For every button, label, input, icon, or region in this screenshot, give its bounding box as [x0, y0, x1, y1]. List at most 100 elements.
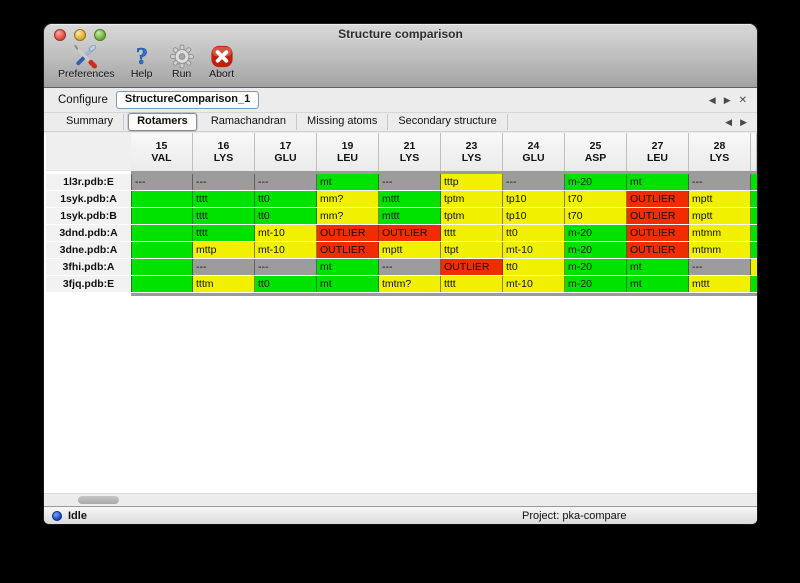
rotamer-cell[interactable]: tttp [441, 174, 503, 190]
rotamer-cell[interactable]: m-20 [565, 174, 627, 190]
row-label[interactable]: 1syk.pdb:A [46, 191, 131, 207]
rotamer-cell[interactable]: mttp [193, 242, 255, 258]
rotamer-cell[interactable]: tt0 [255, 276, 317, 292]
rotamer-cell[interactable] [131, 259, 193, 275]
rotamer-cell[interactable] [131, 208, 193, 224]
rotamer-cell[interactable]: --- [193, 174, 255, 190]
rotamer-cell[interactable]: m-20 [565, 276, 627, 292]
rotamer-cell[interactable]: m-20 [565, 225, 627, 241]
rotamer-cell[interactable]: mptt [379, 242, 441, 258]
tab-summary[interactable]: Summary [56, 114, 125, 130]
rotamer-cell[interactable] [131, 191, 193, 207]
row-label[interactable]: 1l3r.pdb:E [46, 174, 131, 190]
row-label[interactable]: 3fjq.pdb:E [46, 276, 131, 292]
tabs-next-icon[interactable]: ▶ [740, 117, 747, 127]
abort-button[interactable]: Abort [209, 44, 235, 79]
rotamer-cell[interactable]: mt-10 [255, 225, 317, 241]
row-label[interactable]: 3fhi.pdb:A [46, 259, 131, 275]
rotamer-cell[interactable]: mm? [317, 208, 379, 224]
rotamer-cell[interactable]: mtmm [689, 225, 751, 241]
tab-missing-atoms[interactable]: Missing atoms [297, 114, 389, 130]
rotamer-cell[interactable]: mptt [689, 191, 751, 207]
horizontal-scrollbar[interactable] [44, 493, 757, 507]
rotamer-cell[interactable]: OUTLIER [317, 242, 379, 258]
title-bar[interactable]: Structure comparison [44, 24, 757, 45]
rotamer-cell[interactable]: tttm [193, 276, 255, 292]
rotamer-cell[interactable]: tp10 [503, 208, 565, 224]
rotamer-cell[interactable]: t70 [565, 191, 627, 207]
configure-next-icon[interactable]: ▶ [723, 95, 731, 105]
rotamer-cell[interactable]: tttt [193, 225, 255, 241]
rotamer-cell[interactable]: tttt [193, 191, 255, 207]
rotamer-cell[interactable]: mm? [317, 191, 379, 207]
rotamer-cell[interactable]: --- [255, 174, 317, 190]
rotamer-cell[interactable]: ttpt [441, 242, 503, 258]
rotamer-cell[interactable]: tttt [193, 208, 255, 224]
rotamer-cell[interactable]: mttt [379, 191, 441, 207]
rotamer-cell[interactable]: tttt [441, 276, 503, 292]
scrollbar-thumb[interactable] [78, 496, 119, 504]
rotamer-cell[interactable]: mttt [689, 276, 751, 292]
rotamer-cell[interactable]: OUTLIER [627, 242, 689, 258]
rotamer-cell[interactable]: m-20 [565, 259, 627, 275]
rotamer-cell[interactable]: mt [627, 259, 689, 275]
rotamer-cell[interactable] [131, 242, 193, 258]
run-button[interactable]: Run [169, 44, 195, 79]
rotamer-cell[interactable]: mt [317, 174, 379, 190]
rotamer-cell[interactable]: --- [689, 259, 751, 275]
tab-ramachandran[interactable]: Ramachandran [201, 114, 298, 130]
rotamer-cell[interactable]: tt0 [503, 259, 565, 275]
rotamer-cell[interactable]: tt0 [255, 208, 317, 224]
rotamer-cell[interactable]: mt [317, 276, 379, 292]
row-label[interactable]: 3dne.pdb:A [46, 242, 131, 258]
configure-close-icon[interactable]: ✕ [738, 95, 747, 106]
tabs-prev-icon[interactable]: ◀ [725, 117, 733, 127]
rotamer-cell[interactable]: tptm [441, 191, 503, 207]
rotamer-cell[interactable]: mt [627, 174, 689, 190]
rotamer-cell[interactable]: --- [379, 174, 441, 190]
row-label[interactable]: 3dnd.pdb:A [46, 225, 131, 241]
rotamer-cell[interactable]: tt0 [503, 225, 565, 241]
rotamer-cell[interactable]: --- [503, 174, 565, 190]
rotamer-cell[interactable]: tptm [441, 208, 503, 224]
zoom-window-button[interactable] [94, 29, 106, 41]
rotamer-cell[interactable]: --- [193, 259, 255, 275]
rotamer-cell[interactable]: tmtm? [379, 276, 441, 292]
rotamer-cell[interactable]: mptt [689, 208, 751, 224]
rotamer-cell[interactable]: OUTLIER [317, 225, 379, 241]
rotamer-cell[interactable]: mt-10 [503, 242, 565, 258]
rotamer-cell[interactable]: --- [255, 259, 317, 275]
rotamer-cell[interactable]: OUTLIER [627, 225, 689, 241]
rotamer-cell[interactable]: mt [317, 259, 379, 275]
configuration-tab[interactable]: StructureComparison_1 [115, 91, 260, 109]
rotamer-cell[interactable]: mttt [379, 208, 441, 224]
rotamer-cell[interactable]: OUTLIER [441, 259, 503, 275]
rotamer-cell[interactable]: OUTLIER [379, 225, 441, 241]
preferences-button[interactable]: Preferences [58, 44, 115, 79]
rotamer-cell[interactable]: mt-10 [503, 276, 565, 292]
rotamer-cell[interactable]: mtmm [689, 242, 751, 258]
row-label[interactable]: 1syk.pdb:B [46, 208, 131, 224]
rotamer-cell[interactable]: --- [131, 174, 193, 190]
rotamer-cell[interactable]: tt0 [255, 191, 317, 207]
rotamer-cell[interactable]: t70 [565, 208, 627, 224]
close-window-button[interactable] [54, 29, 66, 41]
rotamer-cell[interactable]: m-20 [565, 242, 627, 258]
minimize-window-button[interactable] [74, 29, 86, 41]
rotamer-cell[interactable]: mt [627, 276, 689, 292]
rotamer-cell[interactable] [131, 276, 193, 292]
rotamer-cell[interactable]: tp10 [503, 191, 565, 207]
tab-secondary-structure[interactable]: Secondary structure [388, 114, 508, 130]
configure-prev-icon[interactable]: ◀ [708, 95, 716, 105]
preferences-label: Preferences [58, 68, 115, 80]
help-button[interactable]: ? Help [129, 44, 155, 79]
rotamer-cell[interactable]: OUTLIER [627, 208, 689, 224]
residue-number: 19 [341, 140, 354, 152]
tab-rotamers[interactable]: Rotamers [128, 113, 197, 131]
rotamer-cell[interactable]: tttt [441, 225, 503, 241]
rotamer-cell[interactable]: --- [689, 174, 751, 190]
rotamer-cell[interactable] [131, 225, 193, 241]
rotamer-cell[interactable]: mt-10 [255, 242, 317, 258]
rotamer-cell[interactable]: OUTLIER [627, 191, 689, 207]
rotamer-cell[interactable]: --- [379, 259, 441, 275]
